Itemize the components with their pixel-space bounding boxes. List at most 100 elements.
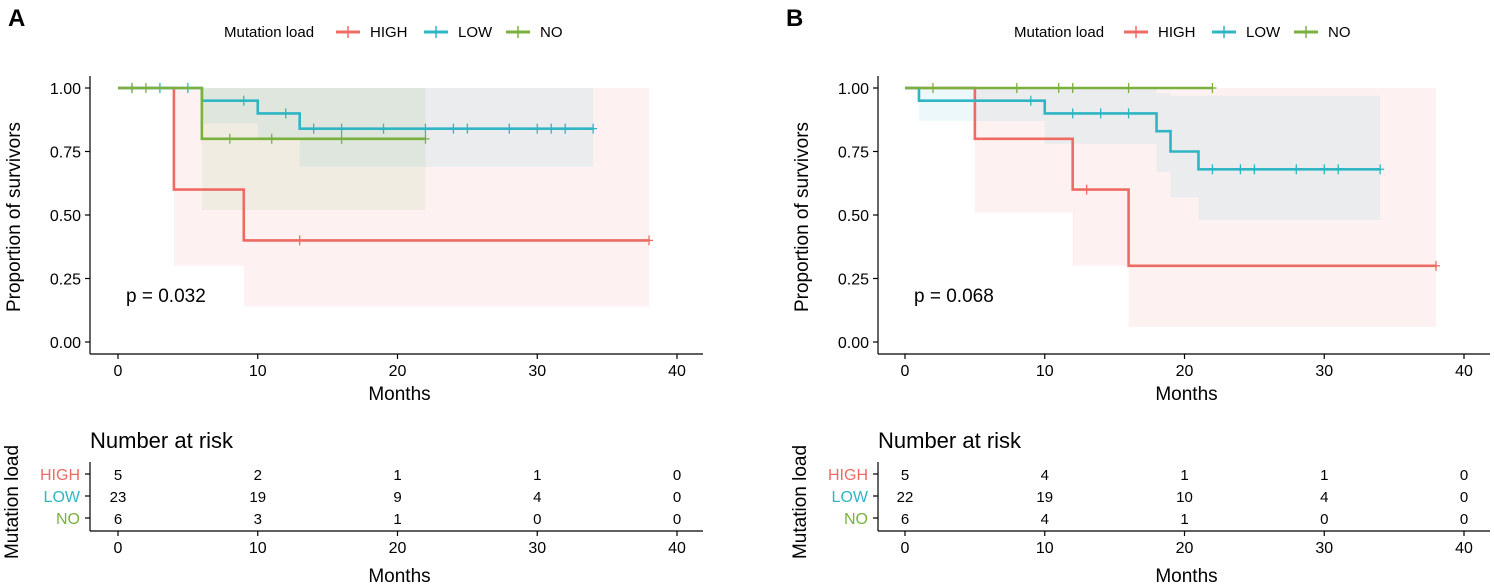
censor-mark-no [1124, 83, 1133, 93]
legend-label: HIGH [1158, 24, 1196, 41]
censor-mark-low [1096, 108, 1105, 119]
ci-band-low [1170, 95, 1199, 198]
censor-mark-no [1068, 83, 1077, 93]
panel-label: B [786, 5, 803, 32]
censor-mark-low [309, 123, 318, 134]
y-tick-label: 0.50 [50, 208, 81, 225]
x-tick-label: 0 [114, 363, 123, 380]
panel-b: B Mutation load HIGH LOW NO 0.00 0.25 0.50 0.75 1… [786, 5, 1490, 586]
x-tick-label: 10 [1036, 363, 1054, 380]
x-tick-label: 10 [249, 363, 267, 380]
risk-count: 4 [1041, 511, 1049, 528]
axes: 0.00 0.25 0.50 0.75 1.00 0 10 20 30 40 Months Propo… [792, 76, 1490, 405]
x-axis-label: Months [368, 384, 430, 405]
legend-label: HIGH [370, 24, 408, 41]
risk-count: 0 [673, 511, 681, 528]
risk-x-tick-label: 20 [389, 540, 407, 557]
censor-mark-low [463, 123, 472, 134]
censor-mark-low [337, 123, 346, 134]
y-tick-label: 0.50 [838, 208, 869, 225]
legend-label: LOW [458, 24, 493, 41]
censor-mark-no [127, 83, 136, 93]
risk-count: 0 [1460, 511, 1468, 528]
ci-band-low [1198, 95, 1381, 221]
ci-band-high [974, 88, 1073, 213]
survival-curve-low [905, 86, 1381, 171]
risk-table-title: Number at risk [90, 428, 234, 453]
risk-count: 4 [1320, 489, 1328, 506]
risk-count: 19 [249, 489, 266, 506]
x-tick-label: 40 [1455, 363, 1473, 380]
censor-mark-low [589, 123, 598, 134]
censor-mark-no [1054, 83, 1063, 93]
axes: 0.00 0.25 0.50 0.75 1.00 0 10 20 30 40 Months Propo… [4, 76, 703, 405]
censor-mark-high [295, 235, 304, 246]
risk-count: 0 [673, 467, 681, 484]
risk-count: 3 [254, 511, 262, 528]
risk-row-label-high: HIGH [828, 467, 868, 484]
risk-count: 0 [1320, 511, 1328, 528]
legend: Mutation load HIGH LOW NO [1014, 24, 1351, 41]
risk-x-tick-label: 40 [668, 540, 686, 557]
ci-band-low [201, 88, 258, 124]
panel-label: A [8, 5, 25, 32]
censor-mark-low [1026, 95, 1035, 106]
legend: Mutation load HIGH LOW NO [224, 24, 563, 41]
risk-x-tick-label: 30 [528, 540, 546, 557]
survival-curves [905, 83, 1441, 271]
risk-row-label-no: NO [844, 511, 868, 528]
risk-count: 0 [1460, 467, 1468, 484]
risk-count: 0 [673, 489, 681, 506]
y-tick-label: 0.25 [50, 272, 81, 289]
risk-count: 0 [1460, 489, 1468, 506]
ci-band-high [173, 88, 244, 266]
risk-x-tick-label: 0 [114, 540, 123, 557]
legend-label: LOW [1246, 24, 1281, 41]
risk-count: 1 [393, 511, 401, 528]
x-tick-label: 30 [528, 363, 546, 380]
y-tick-label: 1.00 [838, 81, 869, 98]
censor-mark-no [267, 133, 276, 144]
risk-x-tick-label: 20 [1176, 540, 1194, 557]
x-axis-label: Months [1155, 384, 1217, 405]
risk-x-tick-label: 30 [1315, 540, 1333, 557]
censor-mark-no [225, 133, 234, 144]
y-tick-label: 0.75 [50, 145, 81, 162]
risk-x-axis-label: Months [1155, 566, 1217, 586]
y-tick-label: 0.25 [838, 272, 869, 289]
censor-mark-no [141, 83, 150, 93]
censor-mark-low [561, 123, 570, 134]
censor-mark-low [1124, 108, 1133, 119]
censor-mark-high [1082, 184, 1091, 195]
censor-mark-high [1432, 260, 1441, 271]
ci-band-no [201, 88, 426, 210]
censor-mark-low [449, 123, 458, 134]
survival-curve-high [905, 86, 1437, 268]
censor-mark-no [1012, 83, 1021, 93]
censor-mark-low [1236, 164, 1245, 175]
risk-count: 22 [897, 489, 914, 506]
censor-mark-low [1068, 108, 1077, 119]
risk-count: 10 [1176, 489, 1193, 506]
risk-y-axis-label: Mutation load [790, 445, 811, 559]
censor-mark-low [1376, 164, 1385, 175]
censor-mark-low [1334, 164, 1343, 175]
risk-count: 1 [1180, 467, 1188, 484]
censor-mark-low [505, 123, 514, 134]
legend-label: NO [1328, 24, 1351, 41]
risk-row-label-low: LOW [832, 489, 869, 506]
legend-item-high: HIGH [1124, 24, 1196, 41]
risk-count: 4 [533, 489, 541, 506]
y-axis-label: Proportion of survivors [792, 122, 813, 312]
legend-item-low: LOW [424, 24, 493, 41]
x-tick-label: 20 [389, 363, 407, 380]
legend-item-low: LOW [1212, 24, 1281, 41]
censor-mark-no [337, 133, 346, 144]
risk-row-label-high: HIGH [40, 467, 80, 484]
risk-y-axis-label: Mutation load [2, 445, 23, 559]
censor-mark-low [547, 123, 556, 134]
ci-band-high [243, 88, 650, 307]
x-tick-label: 0 [901, 363, 910, 380]
risk-count: 23 [110, 489, 127, 506]
